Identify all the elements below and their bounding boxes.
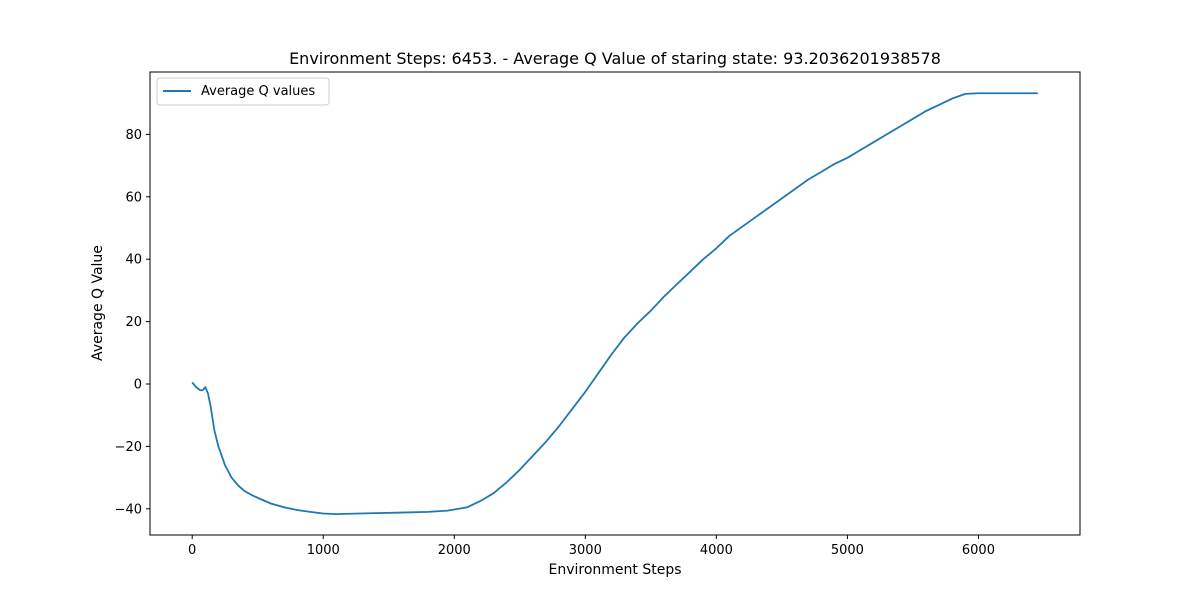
x-tick-label: 1000 [307,543,340,558]
legend-box [156,77,330,106]
x-tick-label: 0 [188,543,196,558]
legend-label: Average Q values [201,84,315,99]
chart-title: Environment Steps: 6453. - Average Q Val… [289,49,941,68]
x-tick-label: 3000 [569,543,602,558]
axis-ticks: 0 1000 2000 3000 4000 5000 6000 −40 −20 0 20 40 60 80 [115,128,995,558]
x-axis-label: Environment Steps [548,562,681,578]
axes-frame [149,71,1081,536]
y-tick-label: 60 [125,190,142,205]
legend: Average Q values [156,77,330,106]
y-tick-label: 40 [125,253,142,268]
y-tick-label: 0 [134,377,142,392]
x-tick-label: 2000 [438,543,471,558]
y-tick-label: −20 [115,440,142,455]
x-tick-label: 6000 [962,543,995,558]
y-tick-label: −40 [115,502,142,517]
series-line-0 [191,92,1038,515]
y-axis-label: Average Q Value [90,245,106,361]
y-tick-label: 20 [125,315,142,330]
plot-area [149,71,1081,536]
y-tick-label: 80 [125,128,142,143]
x-tick-label: 4000 [700,543,733,558]
x-tick-label: 5000 [831,543,864,558]
